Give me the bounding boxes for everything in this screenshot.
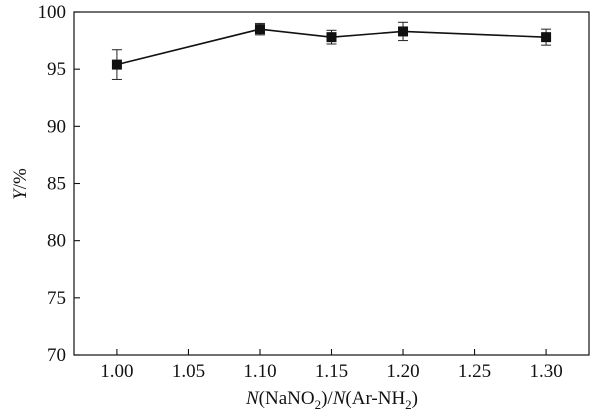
x-tick-label: 1.15 (315, 361, 348, 382)
y-tick-label: 85 (47, 174, 66, 195)
data-point (326, 32, 337, 43)
data-point (111, 59, 122, 70)
y-tick-label: 100 (38, 2, 67, 23)
y-axis-ticks: 70 75 80 85 90 95 100 (38, 2, 80, 366)
x-axis-ticks: 1.00 1.05 1.10 1.15 1.20 1.25 1.30 (100, 349, 563, 382)
data-point (541, 32, 552, 43)
x-tick-label: 1.00 (100, 361, 133, 382)
plot-frame (73, 11, 590, 356)
x-axis-label: N(NaNO2)/N(Ar-NH2) (245, 388, 418, 412)
x-tick-label: 1.10 (243, 361, 276, 382)
x-tick-label: 1.30 (529, 361, 562, 382)
x-tick-label: 1.25 (458, 361, 491, 382)
y-tick-label: 75 (47, 288, 66, 309)
error-bars (111, 21, 552, 80)
x-tick-label: 1.20 (386, 361, 419, 382)
y-tick-label: 80 (47, 231, 66, 252)
data-point (398, 26, 409, 37)
plot-area-border (73, 11, 590, 356)
y-tick-label: 90 (47, 116, 66, 137)
series-markers (111, 24, 552, 70)
y-tick-label: 95 (47, 59, 66, 80)
y-tick-label: 70 (47, 345, 66, 366)
x-tick-label: 1.05 (172, 361, 205, 382)
y-axis-label: Y/% (10, 168, 31, 200)
data-point (254, 24, 265, 35)
